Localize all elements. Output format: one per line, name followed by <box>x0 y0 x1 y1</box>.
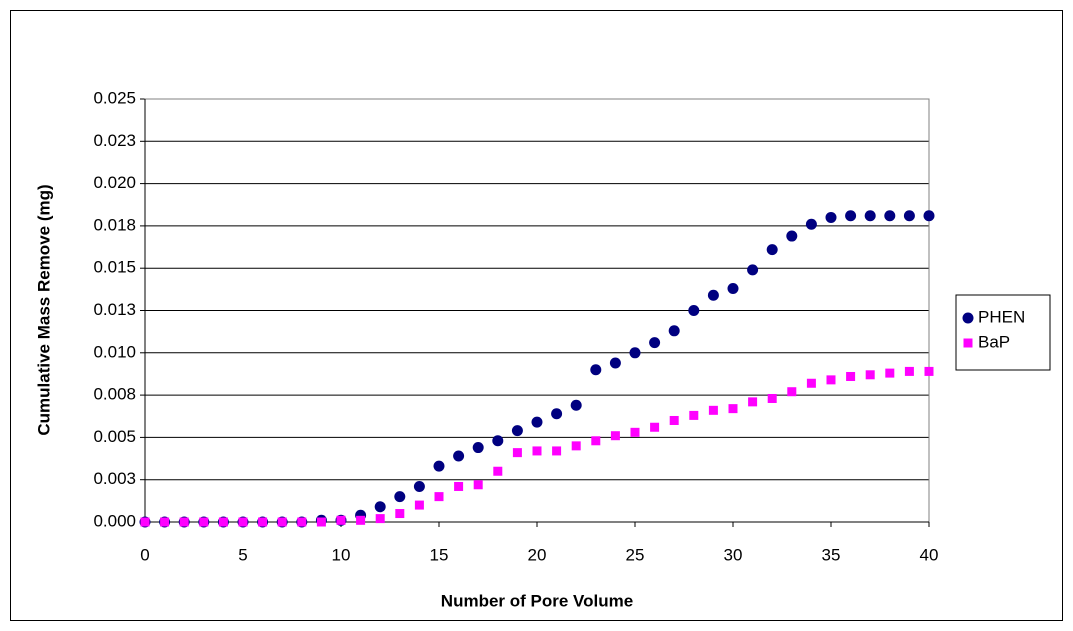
point <box>709 406 718 415</box>
point <box>572 441 581 450</box>
page: {"chart_data": {"type": "scatter", "x_la… <box>0 0 1073 631</box>
point <box>826 212 837 223</box>
point <box>748 397 757 406</box>
point <box>806 219 817 230</box>
x-tick-label: 5 <box>238 545 247 564</box>
point <box>846 372 855 381</box>
point <box>474 480 483 489</box>
point <box>141 518 150 527</box>
x-tick-label: 35 <box>822 545 841 564</box>
point <box>747 264 758 275</box>
point <box>807 379 816 388</box>
y-tick-label: 0.023 <box>93 131 136 150</box>
y-tick-label: 0.020 <box>93 173 136 192</box>
y-tick-label: 0.010 <box>93 342 136 361</box>
point <box>375 501 386 512</box>
point <box>630 347 641 358</box>
point <box>551 408 562 419</box>
x-tick-label: 20 <box>528 545 547 564</box>
point <box>473 442 484 453</box>
point <box>767 244 778 255</box>
x-tick-label: 15 <box>430 545 449 564</box>
point <box>453 451 464 462</box>
y-tick-label: 0.025 <box>93 88 136 107</box>
point <box>219 518 228 527</box>
y-tick-label: 0.018 <box>93 215 136 234</box>
point <box>649 337 660 348</box>
point <box>533 446 542 455</box>
x-axis-title: Number of Pore Volume <box>441 591 633 610</box>
point <box>199 518 208 527</box>
point <box>317 518 326 527</box>
point <box>884 210 895 221</box>
point <box>512 425 523 436</box>
point <box>827 375 836 384</box>
x-tick-label: 40 <box>920 545 939 564</box>
legend-label: PHEN <box>978 307 1025 326</box>
point <box>787 387 796 396</box>
point <box>924 210 935 221</box>
point <box>395 509 404 518</box>
point <box>669 325 680 336</box>
point <box>454 482 463 491</box>
point <box>552 446 561 455</box>
point <box>590 364 601 375</box>
chart: Number of Pore Volume Cumulative Mass Re… <box>0 0 1073 631</box>
point <box>905 367 914 376</box>
point <box>729 404 738 413</box>
legend-marker <box>964 339 973 348</box>
point <box>728 283 739 294</box>
y-tick-label: 0.008 <box>93 385 136 404</box>
point <box>786 231 797 242</box>
point <box>865 210 876 221</box>
point <box>532 417 543 428</box>
point <box>180 518 189 527</box>
point <box>435 492 444 501</box>
point <box>160 518 169 527</box>
point <box>414 481 425 492</box>
point <box>631 428 640 437</box>
legend-label: BaP <box>978 332 1010 351</box>
y-tick-label: 0.000 <box>93 511 136 530</box>
point <box>376 514 385 523</box>
point <box>670 416 679 425</box>
y-axis-title: Cumulative Mass Remove (mg) <box>34 184 53 435</box>
point <box>337 516 346 525</box>
y-tick-label: 0.005 <box>93 427 136 446</box>
point <box>768 394 777 403</box>
x-tick-label: 30 <box>724 545 743 564</box>
point <box>708 290 719 301</box>
point <box>845 210 856 221</box>
point <box>591 436 600 445</box>
y-tick-label: 0.003 <box>93 469 136 488</box>
y-tick-label: 0.015 <box>93 258 136 277</box>
point <box>866 370 875 379</box>
point <box>610 357 621 368</box>
x-tick-label: 0 <box>140 545 149 564</box>
point <box>611 431 620 440</box>
point <box>297 518 306 527</box>
point <box>415 501 424 510</box>
point <box>650 423 659 432</box>
point <box>394 491 405 502</box>
legend-marker <box>963 313 974 324</box>
point <box>925 367 934 376</box>
point <box>904 210 915 221</box>
point <box>356 516 365 525</box>
y-tick-label: 0.013 <box>93 300 136 319</box>
point <box>689 411 698 420</box>
x-tick-label: 25 <box>626 545 645 564</box>
point <box>513 448 522 457</box>
point <box>493 467 502 476</box>
point <box>571 400 582 411</box>
chart-border <box>11 11 1063 621</box>
point <box>688 305 699 316</box>
point <box>492 435 503 446</box>
point <box>239 518 248 527</box>
point <box>885 369 894 378</box>
point <box>258 518 267 527</box>
x-tick-label: 10 <box>332 545 351 564</box>
point <box>278 518 287 527</box>
point <box>434 461 445 472</box>
